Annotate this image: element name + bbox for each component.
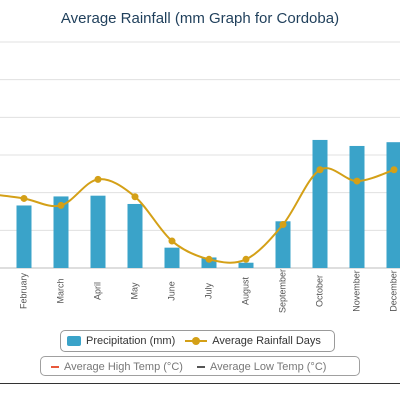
precipitation-bars bbox=[16, 139, 400, 268]
rainfall-days-point-march bbox=[57, 201, 65, 209]
legend-label-precipitation: Precipitation (mm) bbox=[86, 335, 176, 347]
rainfall-days-point-february bbox=[20, 194, 28, 202]
chart-title: Average Rainfall (mm Graph for Cordoba) bbox=[60, 10, 340, 27]
legend-label-high-temp: Average High Temp (°C) bbox=[64, 361, 183, 373]
x-tick-label: July bbox=[203, 283, 213, 300]
x-tick-label: June bbox=[166, 281, 176, 301]
legend-low-temp-swatch-icon bbox=[196, 366, 205, 368]
legend-high-temp-swatch-icon bbox=[51, 366, 59, 368]
x-tick-label: August bbox=[240, 276, 250, 305]
precipitation-bar-december bbox=[386, 142, 400, 268]
precipitation-bar-may bbox=[127, 203, 143, 268]
precipitation-bar-september bbox=[275, 221, 291, 268]
rainfall-days-point-april bbox=[94, 175, 102, 183]
legend-item-high-temp[interactable]: Average High Temp (°C) bbox=[51, 361, 183, 373]
rainfall-days-point-november bbox=[353, 177, 361, 185]
legend-item-low-temp[interactable]: Average Low Temp (°C) bbox=[196, 361, 327, 373]
legend-label-rainfall-days: Average Rainfall Days bbox=[212, 335, 321, 347]
rainfall-days-point-june bbox=[168, 237, 176, 245]
x-tick-label: May bbox=[129, 282, 139, 300]
bottom-divider bbox=[0, 383, 400, 384]
rainfall-days-point-september bbox=[279, 221, 287, 229]
x-tick-label: March bbox=[55, 278, 65, 303]
rainfall-days-point-october bbox=[316, 166, 324, 174]
x-tick-label: December bbox=[388, 270, 398, 312]
legend-item-precipitation[interactable]: Precipitation (mm) bbox=[67, 335, 175, 347]
rainfall-days-point-august bbox=[242, 255, 250, 263]
chart-legend: Precipitation (mm) Average Rainfall Days bbox=[60, 330, 335, 352]
x-axis-tick-labels: February March April May June July August Septe… bbox=[18, 269, 398, 313]
rainfall-days-point-july bbox=[205, 255, 213, 263]
precipitation-bar-march bbox=[53, 196, 69, 268]
rainfall-days-point-may bbox=[131, 193, 139, 201]
legend-label-low-temp: Average Low Temp (°C) bbox=[209, 361, 327, 373]
precipitation-bar-april bbox=[90, 195, 106, 268]
precipitation-bar-february bbox=[16, 205, 32, 268]
precipitation-bar-august bbox=[238, 262, 254, 268]
x-tick-label: April bbox=[92, 282, 102, 300]
x-tick-label: November bbox=[351, 270, 361, 312]
rainfall-days-point-december bbox=[390, 166, 398, 174]
x-tick-label: October bbox=[314, 275, 324, 307]
legend-bar-swatch-icon bbox=[67, 336, 81, 346]
rainfall-days-line bbox=[0, 166, 398, 264]
secondary-chart-legend: Average High Temp (°C) Average Low Temp … bbox=[40, 356, 360, 376]
x-tick-label: February bbox=[18, 272, 28, 309]
precipitation-bar-november bbox=[349, 145, 365, 268]
x-tick-label: September bbox=[277, 269, 287, 313]
legend-item-rainfall-days[interactable]: Average Rainfall Days bbox=[185, 335, 321, 347]
precipitation-bar-june bbox=[164, 247, 180, 268]
legend-line-swatch-icon bbox=[185, 336, 208, 346]
precipitation-bar-october bbox=[312, 139, 328, 268]
